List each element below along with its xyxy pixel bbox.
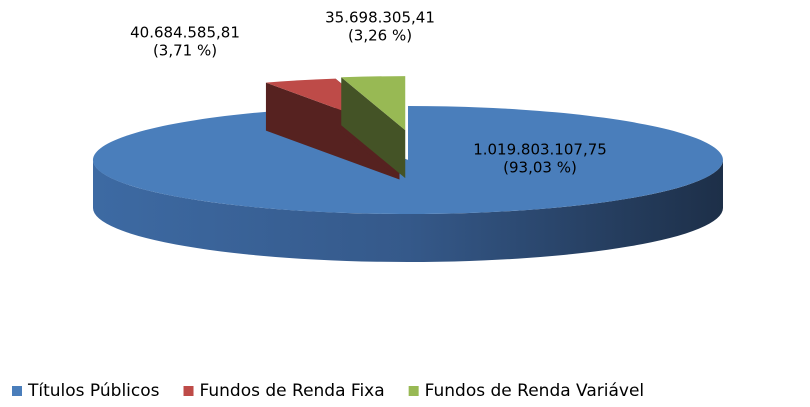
- slice-wall: [93, 160, 723, 262]
- value-label: 1.019.803.107,75: [473, 141, 607, 159]
- legend-label: Fundos de Renda Variável: [425, 381, 645, 401]
- value-label: 35.698.305,41: [325, 9, 435, 27]
- pie-slice: [341, 76, 406, 179]
- percent-label: (3,26 %): [348, 27, 412, 45]
- legend-swatch: [12, 386, 22, 396]
- slice-side: [265, 82, 400, 180]
- percent-label: (3,71 %): [153, 42, 217, 60]
- legend-label: Títulos Públicos: [27, 381, 160, 401]
- legend-swatch: [408, 386, 419, 396]
- percent-label: (93,03 %): [503, 159, 577, 177]
- legend: Títulos Públicos Fundos de Renda Fixa Fund…: [12, 381, 644, 401]
- slice-top: [341, 76, 406, 131]
- slice-side: [341, 77, 406, 179]
- pie-slice: [92, 106, 723, 262]
- legend-swatch: [183, 386, 194, 396]
- slice-top: [92, 106, 723, 215]
- legend-label: Fundos de Renda Fixa: [200, 381, 385, 401]
- value-label: 40.684.585,81: [130, 24, 240, 42]
